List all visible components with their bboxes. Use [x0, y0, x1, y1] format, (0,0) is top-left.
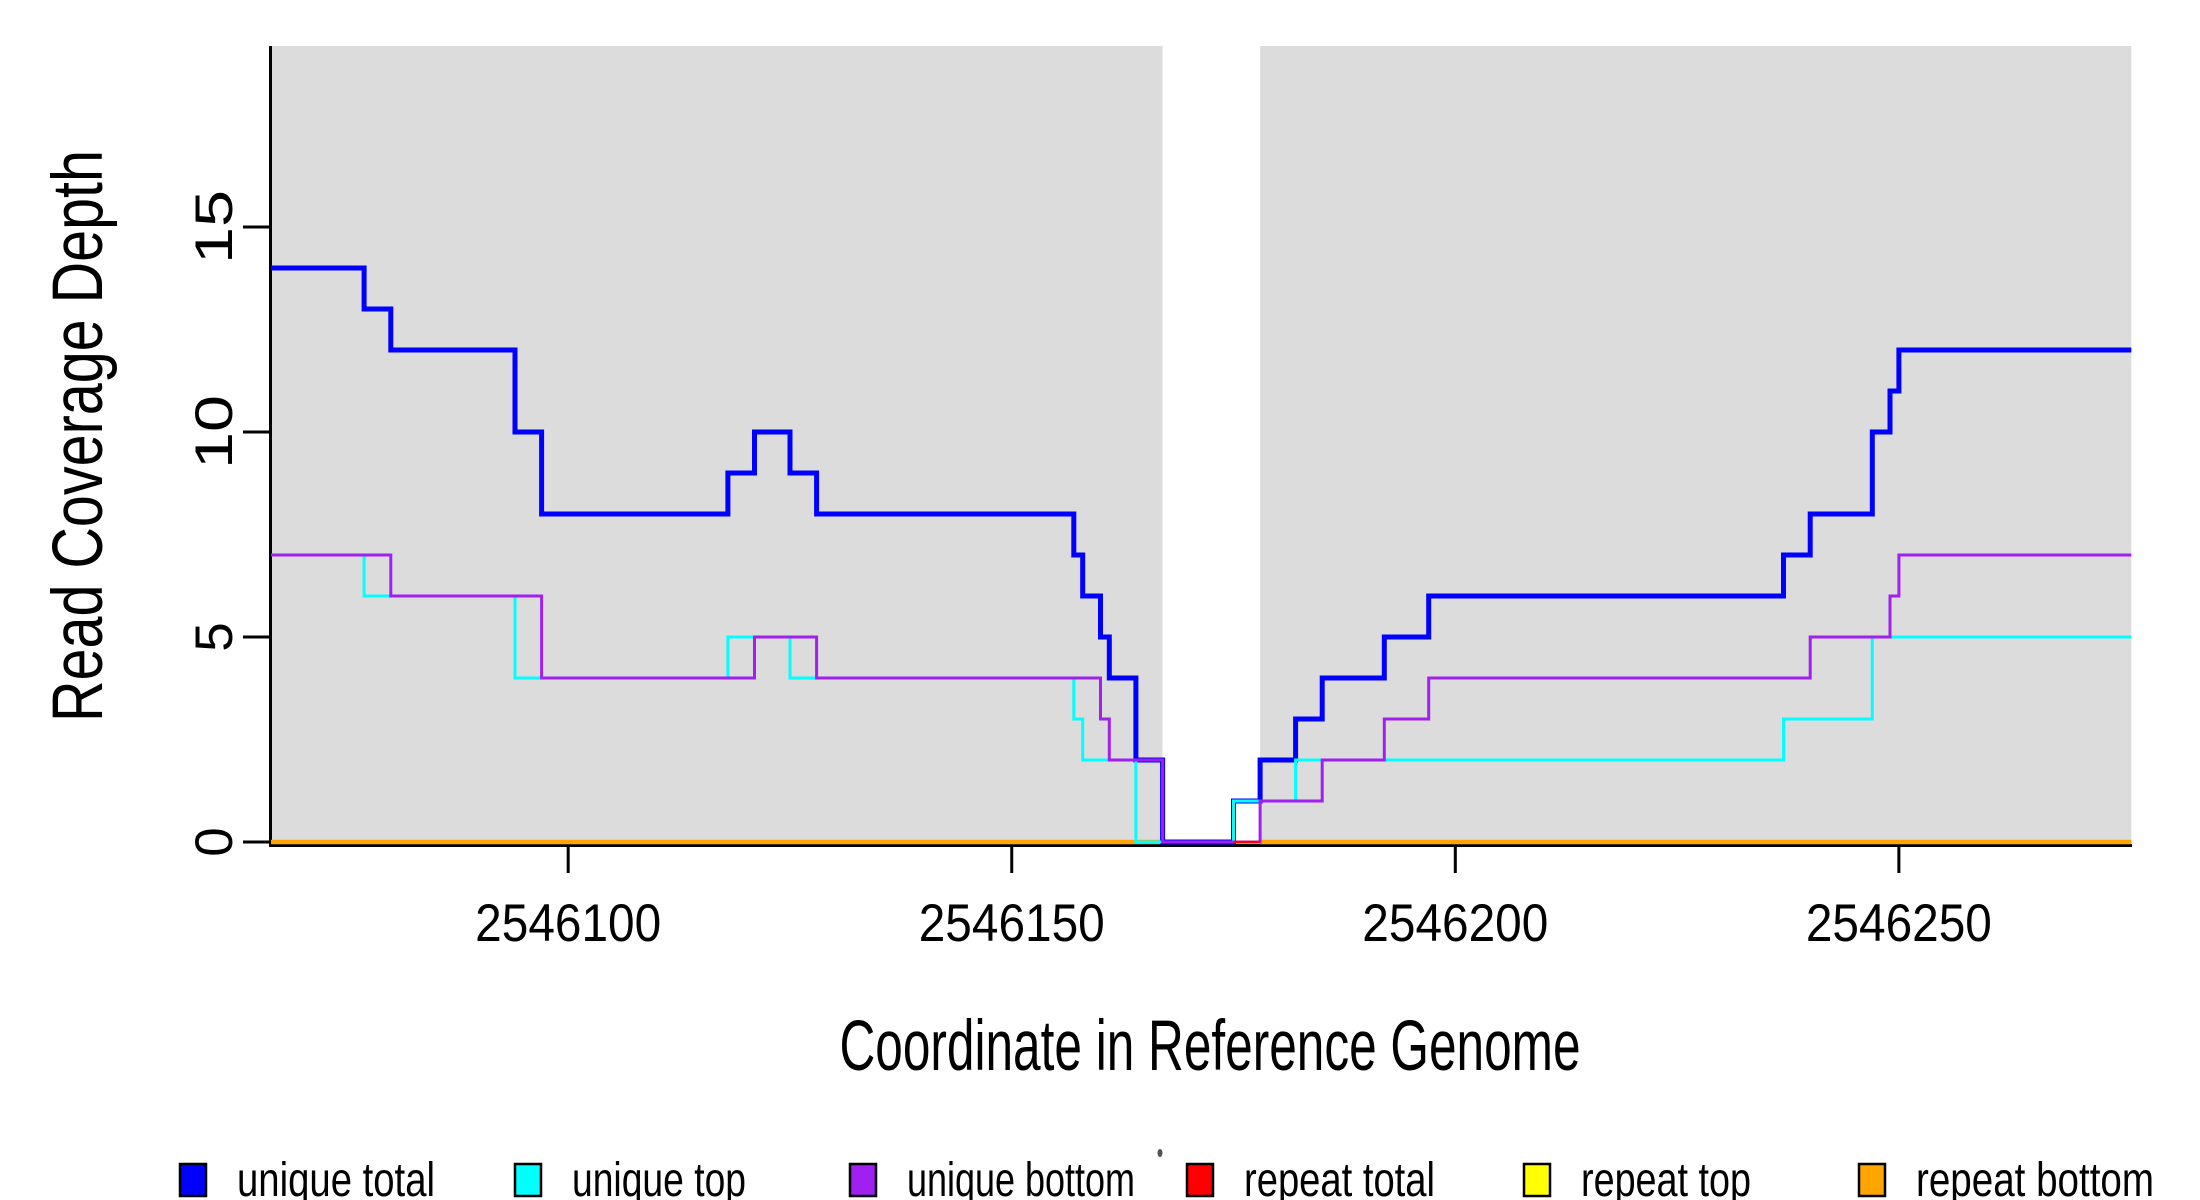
unique-region-shading: [271, 46, 2132, 845]
y-tick-label-10: 10: [185, 395, 244, 469]
x-ticks: 2546100 2546150 2546200 2546250: [475, 845, 1992, 953]
legend-swatch-repeat-bottom: [1857, 1162, 1887, 1198]
legend-label-unique-total: unique total: [237, 1154, 435, 1200]
series-line-unique-bottom: [271, 553, 2132, 844]
y-ticks: 0 5 10 15: [185, 190, 271, 857]
legend-swatch-unique-total: [178, 1162, 208, 1198]
y-tick-label-5: 5: [185, 622, 244, 651]
x-tick-label-2546250: 2546250: [1806, 894, 1992, 953]
legend-swatch-repeat-top: [1522, 1162, 1552, 1198]
shaded-region-right: [1260, 46, 2132, 845]
y-tick-label-15: 15: [185, 190, 244, 264]
legend-item-unique-bottom: unique bottom: [848, 1154, 1135, 1200]
series-lines: [271, 265, 2132, 845]
legend-swatch-repeat-total: [1185, 1162, 1215, 1198]
x-tick-label-2546100: 2546100: [475, 894, 661, 953]
y-axis-title: Read Coverage Depth: [39, 150, 118, 722]
legend-label-unique-top: unique top: [572, 1154, 746, 1200]
y-tick-label-0: 0: [185, 827, 244, 856]
legend-label-repeat-top: repeat top: [1581, 1154, 1751, 1200]
x-axis-title: Coordinate in Reference Genome: [840, 1007, 1581, 1086]
legend-item-unique-total: unique total: [178, 1154, 435, 1200]
stray-dot-artifact: [1157, 1149, 1163, 1157]
shaded-region-left: [271, 46, 1163, 845]
legend-item-unique-top: unique top: [513, 1154, 746, 1200]
legend-swatch-unique-bottom: [848, 1162, 878, 1198]
series-line-unique-top: [271, 553, 2132, 844]
legend-swatch-unique-top: [513, 1162, 543, 1198]
legend-label-repeat-total: repeat total: [1244, 1154, 1435, 1200]
legend-label-repeat-bottom: repeat bottom: [1916, 1154, 2154, 1200]
series-line-unique-total: [271, 265, 2132, 845]
legend-item-repeat-bottom: repeat bottom: [1857, 1154, 2154, 1200]
x-tick-label-2546150: 2546150: [919, 894, 1105, 953]
legend-item-repeat-total: repeat total: [1185, 1154, 1435, 1200]
x-tick-label-2546200: 2546200: [1362, 894, 1548, 953]
legend-label-unique-bottom: unique bottom: [907, 1154, 1135, 1200]
legend: unique total unique top unique bottom repea…: [178, 1154, 2154, 1200]
legend-item-repeat-top: repeat top: [1522, 1154, 1751, 1200]
axes: 2546100 2546150 2546200 2546250 0 5 10 15: [185, 46, 2132, 953]
